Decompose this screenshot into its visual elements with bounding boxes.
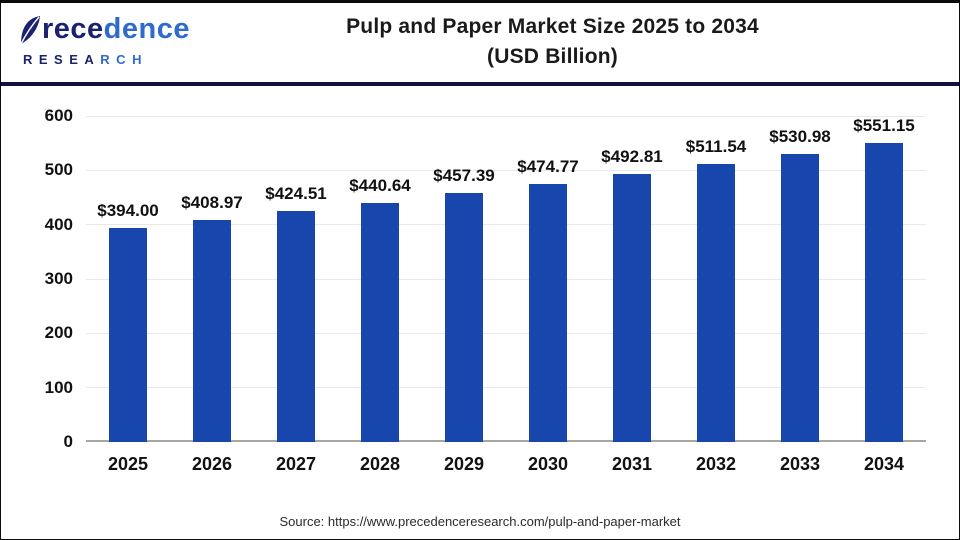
x-tick-label: 2025 <box>107 454 149 474</box>
bar-2025 <box>109 228 147 442</box>
gridline <box>86 332 926 334</box>
header: recedence RESEARCH Pulp and Paper Market… <box>1 3 959 86</box>
chart-title: Pulp and Paper Market Size 2025 to 2034 … <box>176 12 929 72</box>
bar-value-label: $551.15 <box>853 116 915 135</box>
bar-value-label: $424.51 <box>265 184 327 203</box>
bar-value-label: $511.54 <box>685 137 747 156</box>
bar-2031 <box>613 174 651 442</box>
leaf-p-icon <box>19 15 41 50</box>
bar-slot-2031: $492.81 <box>590 116 674 442</box>
chart-title-line1: Pulp and Paper Market Size 2025 to 2034 <box>346 15 759 38</box>
bar-value-label: $492.81 <box>601 147 663 166</box>
x-tick-label: 2029 <box>443 454 485 474</box>
y-tick-label: 0 <box>63 432 73 451</box>
bar-value-label: $440.64 <box>349 176 411 195</box>
logo-subtitle-dark: RESEA <box>23 52 101 67</box>
logo-wordmark: recedence <box>19 14 190 50</box>
x-tick-label: 2033 <box>779 454 821 474</box>
bar-slot-2028: $440.64 <box>338 116 422 442</box>
logo-subtitle: RESEARCH <box>19 52 190 67</box>
y-tick-label: 100 <box>44 377 73 397</box>
bar-2030 <box>529 184 567 442</box>
y-tick-label: 200 <box>44 323 73 343</box>
source-attribution: Source: https://www.precedenceresearch.c… <box>279 514 681 529</box>
bar-value-label: $457.39 <box>433 166 495 185</box>
bar-slot-2030: $474.77 <box>506 116 590 442</box>
bar-2033 <box>781 154 819 442</box>
y-tick-label: 400 <box>44 214 73 234</box>
bar-2034 <box>865 143 903 442</box>
x-tick-label: 2030 <box>527 454 569 474</box>
x-tick-label: 2027 <box>275 454 317 474</box>
y-tick-label: 500 <box>44 160 73 180</box>
x-tick-label: 2026 <box>191 454 233 474</box>
y-tick-label: 600 <box>44 106 73 125</box>
gridline <box>86 169 926 171</box>
plot-area: $394.00 $408.97 $424.51 $440.64 $457.39 $474.… <box>86 115 926 442</box>
bar-value-label: $394.00 <box>97 201 159 220</box>
logo-text-light: dence <box>103 13 190 45</box>
bar-slot-2033: $530.98 <box>758 116 842 442</box>
x-tick-label: 2028 <box>359 454 401 474</box>
bar-2028 <box>361 203 399 442</box>
bar-slot-2034: $551.15 <box>842 116 926 442</box>
bar-chart: 0 100 200 300 400 500 600 $394.00 $408.97 $424.5… <box>1 86 959 535</box>
bars-container: $394.00 $408.97 $424.51 $440.64 $457.39 $474.… <box>86 116 926 442</box>
y-tick-label: 300 <box>44 269 73 288</box>
x-tick-label: 2034 <box>863 454 905 474</box>
bar-2026 <box>193 220 231 442</box>
bar-slot-2032: $511.54 <box>674 116 758 442</box>
x-axis-line <box>86 440 926 442</box>
gridline <box>86 387 926 389</box>
bar-slot-2026: $408.97 <box>170 116 254 442</box>
x-tick-label: 2032 <box>695 454 737 474</box>
bar-2027 <box>277 211 315 442</box>
x-tick-label: 2031 <box>611 454 653 474</box>
bar-value-label: $530.98 <box>769 127 831 146</box>
gridline <box>86 224 926 226</box>
bar-slot-2025: $394.00 <box>86 116 170 442</box>
bar-2032 <box>697 164 735 442</box>
logo-text-dark: rece <box>42 13 104 45</box>
bar-value-label: $408.97 <box>181 193 243 212</box>
bar-slot-2029: $457.39 <box>422 116 506 442</box>
y-axis: 0 100 200 300 400 500 600 <box>1 106 73 451</box>
logo-subtitle-light: RCH <box>100 52 148 67</box>
bar-value-label: $474.77 <box>517 157 579 176</box>
precedence-research-logo: recedence RESEARCH <box>19 14 190 67</box>
bar-2029 <box>445 193 483 442</box>
chart-title-line2: (USD Billion) <box>487 45 618 68</box>
gridline <box>86 278 926 280</box>
gridline <box>86 115 926 117</box>
x-axis-labels: 2025 2026 2027 2028 2029 2030 2031 2032 2033 2034 <box>86 452 926 476</box>
bar-slot-2027: $424.51 <box>254 116 338 442</box>
